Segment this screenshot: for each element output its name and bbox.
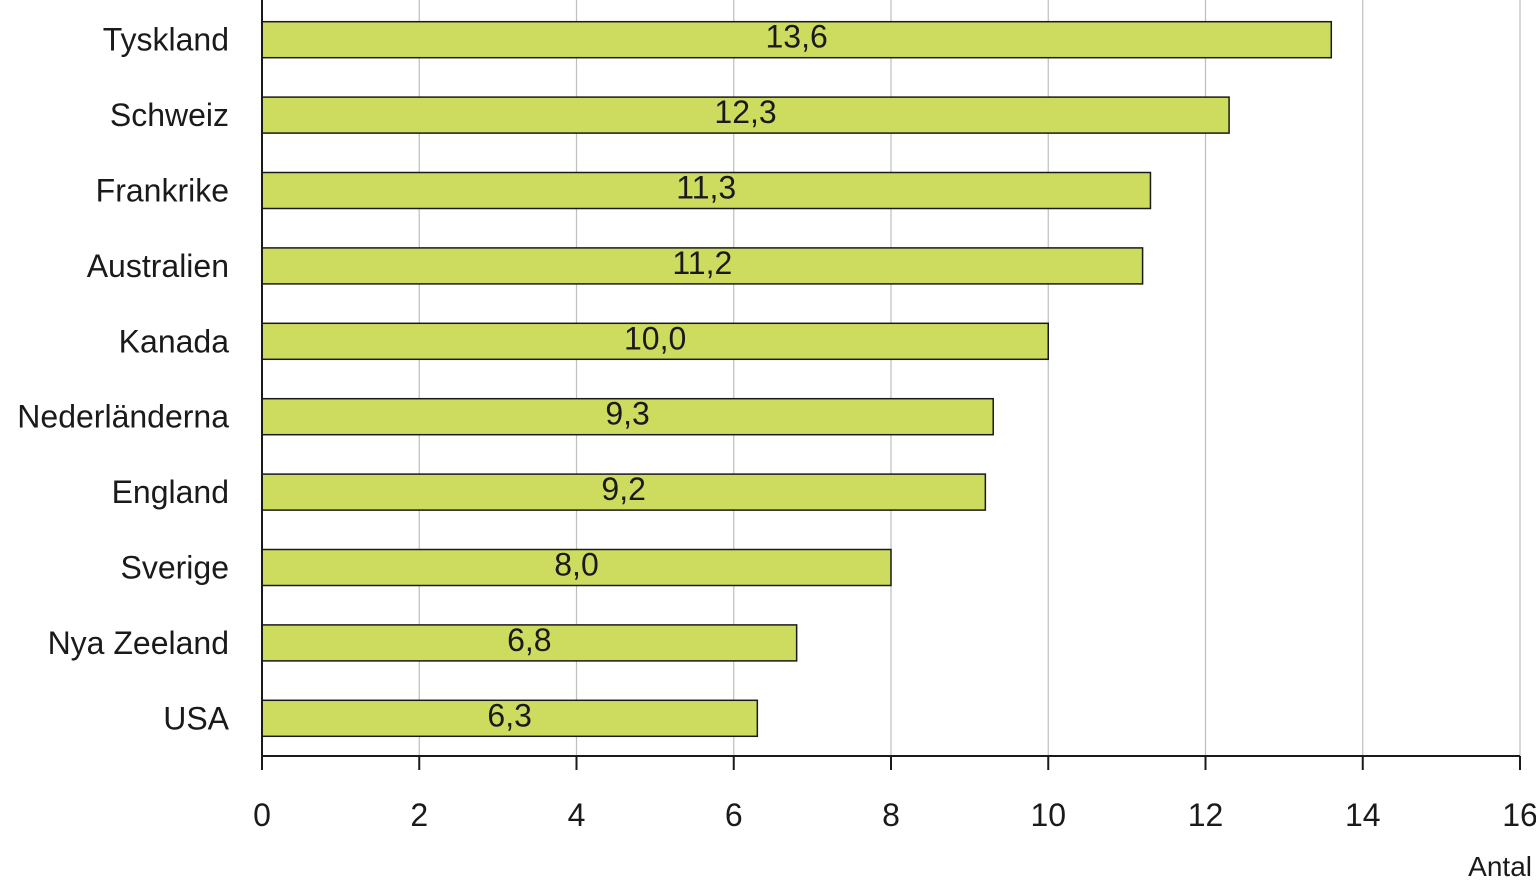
x-tick-label: 14 (1345, 797, 1381, 833)
x-axis-title: Antal (1468, 851, 1532, 880)
x-tick-label: 0 (253, 797, 271, 833)
tick-labels: 0 2 4 6 8 10 12 14 16 (253, 797, 1536, 833)
bar (261, 473, 987, 511)
bars (261, 20, 1333, 738)
bar (261, 548, 892, 587)
x-tick-label: 16 (1502, 797, 1536, 833)
x-tick-label: 8 (882, 797, 900, 833)
x-tick-label: 2 (410, 797, 428, 833)
category-label: Schweiz (110, 97, 229, 133)
x-tick-label: 12 (1188, 797, 1224, 833)
category-label: Nya Zeeland (48, 625, 229, 661)
category-label: Tyskland (103, 22, 229, 58)
bar (261, 699, 759, 738)
x-tick-label: 6 (725, 797, 743, 833)
data-label: 6,3 (487, 697, 531, 733)
category-label: Kanada (119, 323, 230, 359)
data-labels: 13,6 12,3 11,3 11,2 10,0 9,3 9,2 8,0 6,8 6,3 (487, 19, 827, 734)
data-label: 13,6 (766, 19, 828, 55)
bar (261, 624, 798, 662)
x-tick-label: 10 (1030, 797, 1066, 833)
bar (261, 171, 1152, 210)
data-label: 11,3 (676, 170, 736, 206)
data-label: 11,2 (672, 245, 732, 281)
bar (261, 247, 1144, 285)
bar (261, 322, 1049, 361)
category-label: England (112, 474, 229, 510)
data-label: 8,0 (554, 547, 598, 583)
data-label: 6,8 (507, 622, 551, 658)
data-label: 12,3 (714, 94, 776, 130)
category-label: Australien (87, 248, 229, 284)
bar (261, 397, 994, 436)
category-label: Sverige (121, 550, 230, 586)
data-label: 10,0 (624, 320, 686, 356)
bar (261, 96, 1230, 134)
data-label: 9,3 (605, 396, 649, 432)
category-label: Nederländerna (17, 399, 229, 435)
x-axis (261, 0, 1521, 770)
x-tick-label: 4 (568, 797, 586, 833)
category-labels: Tyskland Schweiz Frankrike Australien Kanada… (17, 22, 229, 737)
category-label: USA (163, 700, 229, 736)
data-label: 9,2 (601, 471, 645, 507)
category-label: Frankrike (96, 173, 229, 209)
